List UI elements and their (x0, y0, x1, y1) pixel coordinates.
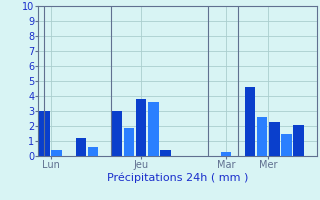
Bar (245, 87, 255, 156)
Bar (257, 117, 268, 156)
Bar (112, 111, 122, 156)
Bar (136, 99, 147, 156)
Bar (39, 111, 50, 156)
Bar (293, 124, 304, 156)
Bar (124, 128, 134, 156)
Bar (52, 150, 62, 156)
Bar (281, 134, 292, 156)
X-axis label: Précipitations 24h ( mm ): Précipitations 24h ( mm ) (107, 173, 248, 183)
Bar (76, 138, 86, 156)
Bar (221, 152, 231, 156)
Bar (148, 102, 158, 156)
Bar (160, 150, 171, 156)
Bar (88, 147, 98, 156)
Bar (269, 121, 280, 156)
